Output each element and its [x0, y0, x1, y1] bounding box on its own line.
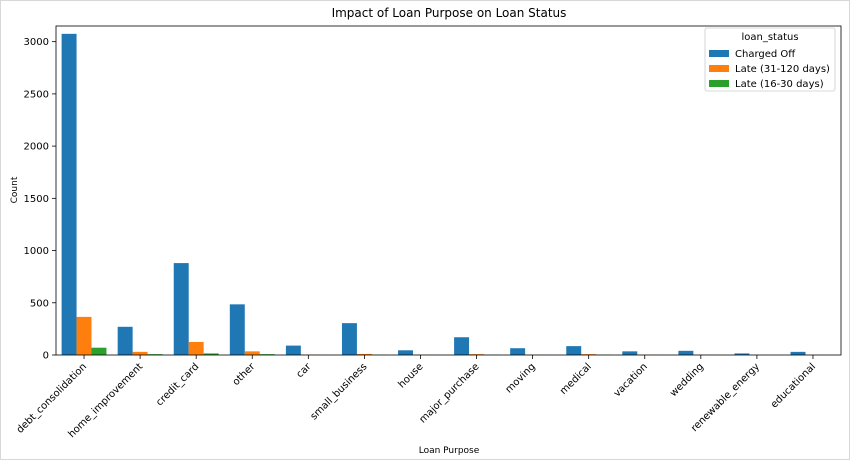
y-tick-label: 500 [30, 298, 49, 309]
y-tick-label: 1500 [24, 194, 49, 205]
legend-label: Late (31-120 days) [735, 64, 830, 75]
legend-label: Late (16-30 days) [735, 79, 824, 90]
bar-1-small_business [342, 323, 357, 355]
bar-1-wedding [678, 351, 693, 355]
x-tick-label: educational [769, 361, 818, 410]
bar-2-debt_consolidation [77, 317, 92, 355]
bar-2-other [245, 351, 260, 355]
bar-1-house [398, 350, 413, 355]
bar-2-credit_card [189, 342, 204, 355]
x-tick-label: moving [504, 361, 538, 395]
legend-label: Charged Off [735, 49, 796, 60]
x-tick-label: house [396, 361, 425, 390]
y-tick-label: 1000 [24, 246, 49, 257]
bar-1-debt_consolidation [62, 34, 77, 355]
bar-1-vacation [622, 351, 637, 355]
y-tick-label: 3000 [24, 37, 49, 48]
chart-title: Impact of Loan Purpose on Loan Status [332, 6, 567, 20]
bar-2-home_improvement [133, 352, 148, 355]
x-tick-label: wedding [668, 361, 706, 399]
y-tick-label: 2000 [24, 142, 49, 153]
bar-1-educational [791, 352, 806, 355]
legend-swatch [709, 50, 729, 57]
x-tick-label: medical [558, 361, 594, 397]
y-tick-label: 0 [43, 351, 49, 362]
bar-1-home_improvement [118, 327, 133, 355]
bar-1-moving [510, 348, 525, 355]
bar-1-other [230, 304, 245, 355]
x-tick-label: other [231, 361, 258, 388]
bar-1-medical [566, 346, 581, 355]
bar-1-major_purchase [454, 337, 469, 355]
y-tick-label: 2500 [24, 89, 49, 100]
bar-3-debt_consolidation [92, 348, 107, 355]
bar-1-car [286, 346, 301, 355]
y-axis-label: Count [10, 176, 20, 203]
plot-area: 050010001500200025003000debt_consolidati… [15, 26, 841, 440]
x-tick-label: credit_card [154, 361, 201, 408]
x-axis-label: Loan Purpose [419, 446, 480, 456]
x-tick-label: major_purchase [417, 361, 481, 425]
x-tick-label: car [295, 361, 315, 381]
legend-swatch [709, 80, 729, 87]
legend-title: loan_status [741, 32, 798, 43]
legend-swatch [709, 65, 729, 72]
bar-1-credit_card [174, 263, 189, 355]
x-tick-label: vacation [612, 361, 650, 399]
x-tick-label: small_business [309, 361, 370, 422]
